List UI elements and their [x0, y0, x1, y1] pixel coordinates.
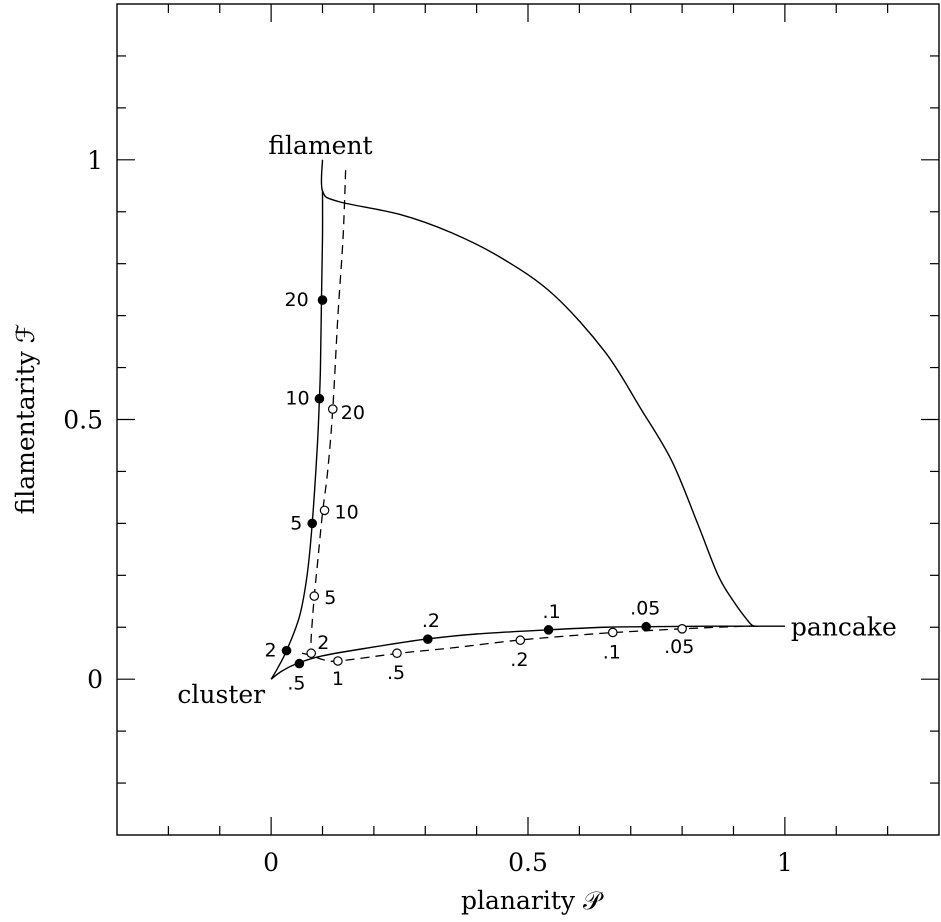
solid-curve-1	[270, 190, 324, 680]
marker-label: .05	[630, 598, 660, 620]
filled-marker	[281, 645, 292, 656]
x-tick-label: 1	[777, 848, 793, 877]
filled-marker	[641, 621, 651, 632]
marker-label: 20	[285, 289, 309, 311]
marker-label: 10	[335, 501, 359, 523]
filled-marker	[314, 393, 325, 404]
open-marker	[392, 648, 402, 659]
y-axis-label: filamentarity ℱ	[11, 324, 40, 515]
marker-label: .2	[422, 610, 440, 632]
annotation-pancake: pancake	[791, 612, 897, 641]
annotation-cluster: cluster	[177, 680, 265, 709]
marker-label: 20	[341, 402, 365, 424]
open-marker	[607, 627, 618, 638]
filled-marker	[543, 625, 554, 635]
x-tick-label: 0.5	[508, 848, 548, 877]
filled-marker	[294, 658, 305, 669]
open-marker	[309, 591, 320, 601]
marker-label: 5	[290, 512, 302, 534]
filled-marker	[317, 295, 328, 305]
annotation-filament: filament	[268, 131, 372, 160]
open-marker	[327, 404, 338, 414]
marker-label: 2	[317, 632, 329, 654]
text-labels: 0 0.5 100.51201052.5.2.1.052010521.5.2.1.0…	[63, 131, 897, 877]
marker-label: .5	[287, 673, 305, 695]
open-marker	[319, 505, 330, 516]
marker-label: .05	[664, 636, 694, 658]
filled-marker	[423, 634, 433, 644]
marker-label: 10	[285, 388, 309, 410]
filled-marker	[307, 518, 318, 529]
x-tick-label: 0	[263, 848, 279, 877]
marker-label: 2	[265, 640, 277, 662]
marker-label: .5	[387, 662, 405, 684]
x-axis-label: planarity 𝒫	[461, 886, 604, 915]
dashed-curve-4	[301, 625, 760, 662]
open-marker	[306, 648, 316, 659]
dashed-curve-3	[310, 170, 347, 654]
open-marker	[677, 624, 687, 634]
y-tick-label: 0.5	[63, 406, 103, 435]
open-marker	[333, 656, 343, 666]
marker-label: .1	[543, 601, 561, 623]
solid-curve-0	[320, 159, 755, 627]
marker-label: .2	[510, 649, 528, 671]
marker-label: 1	[332, 668, 344, 690]
data-markers	[281, 295, 687, 669]
marker-label: .1	[603, 641, 621, 663]
marker-label: 5	[324, 587, 336, 609]
plot-frame	[116, 3, 940, 836]
y-tick-label: 1	[87, 146, 103, 175]
open-marker	[515, 635, 526, 646]
y-tick-label: 0	[87, 665, 103, 694]
axis-ticks	[117, 4, 939, 835]
